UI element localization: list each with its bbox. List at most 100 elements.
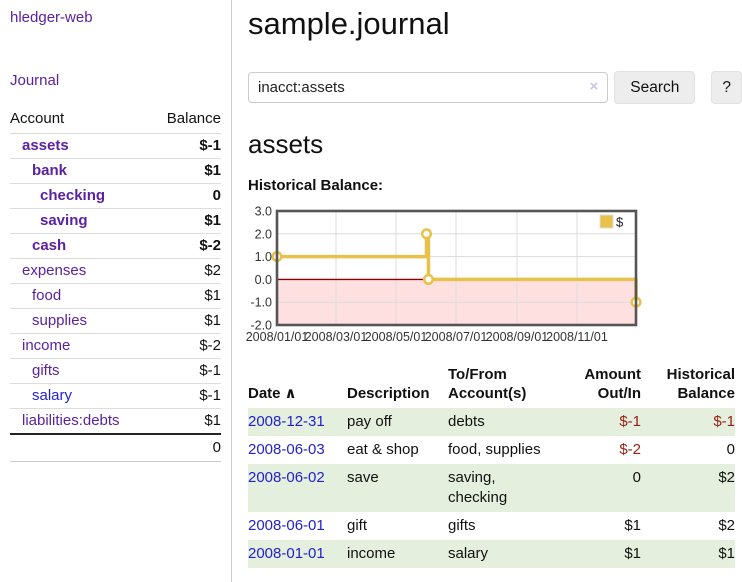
search-input[interactable] bbox=[248, 72, 609, 103]
account-row: expenses $2 bbox=[10, 258, 221, 284]
account-row: gifts $-1 bbox=[10, 358, 221, 384]
transaction-date: 2008-01-01 bbox=[248, 540, 347, 568]
account-balance: $1 bbox=[151, 308, 221, 334]
search-bar: × Search ? bbox=[248, 71, 742, 104]
transactions-table: Date ∧ Description To/From Account(s) Amount… bbox=[248, 363, 735, 568]
svg-text:2008/03/01: 2008/03/01 bbox=[305, 330, 368, 344]
transaction-date-link[interactable]: 2008-06-03 bbox=[248, 441, 325, 458]
accounts-table-header: Account Balance bbox=[10, 106, 221, 134]
svg-text:1.0: 1.0 bbox=[255, 250, 272, 264]
account-link-checking[interactable]: checking bbox=[40, 187, 106, 204]
search-button[interactable]: Search bbox=[614, 71, 696, 104]
help-button[interactable]: ? bbox=[711, 71, 742, 104]
search-box: × bbox=[248, 72, 609, 103]
accounts-total-balance: 0 bbox=[151, 433, 221, 462]
transaction-row: 2008-06-03 eat & shop food, supplies $-2 0 bbox=[248, 436, 735, 464]
column-header-to-from-account-s-: To/From Account(s) bbox=[448, 366, 527, 402]
svg-text:-2.0: -2.0 bbox=[250, 319, 272, 333]
transactions-header-row: Date ∧ Description To/From Account(s) Amount… bbox=[248, 363, 735, 408]
account-row: liabilities:debts $1 bbox=[10, 408, 221, 435]
account-balance: 0 bbox=[151, 183, 221, 209]
account-row: food $1 bbox=[10, 283, 221, 309]
account-link-saving[interactable]: saving bbox=[40, 212, 88, 229]
transaction-balance: 0 bbox=[726, 441, 735, 458]
account-link-supplies[interactable]: supplies bbox=[32, 312, 88, 329]
account-row: cash $-2 bbox=[10, 233, 221, 259]
account-row: bank $1 bbox=[10, 158, 221, 184]
page-title: sample.journal bbox=[248, 6, 450, 41]
nav-journal-link[interactable]: Journal bbox=[10, 72, 60, 89]
account-link-income[interactable]: income bbox=[22, 337, 71, 354]
main-pane: sample.journal × Search ? assets Histori… bbox=[232, 0, 742, 582]
column-header-date[interactable]: Date ∧ bbox=[248, 385, 297, 402]
svg-text:2008/01/01: 2008/01/01 bbox=[246, 330, 309, 344]
transaction-amount: $1 bbox=[624, 545, 641, 562]
svg-text:2.0: 2.0 bbox=[255, 227, 272, 241]
account-heading: assets bbox=[248, 129, 324, 159]
transaction-date-link[interactable]: 2008-12-31 bbox=[248, 413, 325, 430]
transaction-row: 2008-06-01 gift gifts $1 $2 bbox=[248, 512, 735, 540]
clear-search-icon[interactable]: × bbox=[589, 78, 599, 95]
account-column-header: Account bbox=[10, 106, 152, 134]
account-link-liabilities-debts[interactable]: liabilities:debts bbox=[22, 412, 120, 429]
sidebar: hledger-web Journal Account Balance asse… bbox=[0, 0, 232, 582]
account-link-food[interactable]: food bbox=[32, 287, 62, 304]
column-header-description: Description bbox=[347, 385, 430, 402]
account-link-salary[interactable]: salary bbox=[32, 387, 73, 404]
account-row: income $-2 bbox=[10, 333, 221, 359]
transaction-accounts: debts bbox=[448, 413, 485, 430]
transaction-balance: $1 bbox=[718, 545, 735, 562]
account-link-cash[interactable]: cash bbox=[32, 237, 67, 254]
account-balance: $-1 bbox=[151, 358, 221, 384]
svg-text:2008/05/01: 2008/05/01 bbox=[365, 330, 428, 344]
transaction-date-link[interactable]: 2008-06-02 bbox=[248, 469, 325, 486]
svg-text:2008/09/01: 2008/09/01 bbox=[486, 330, 549, 344]
transaction-date-link[interactable]: 2008-01-01 bbox=[248, 545, 325, 562]
account-balance: $2 bbox=[151, 258, 221, 284]
account-link-gifts[interactable]: gifts bbox=[32, 362, 60, 379]
transaction-balance: $-1 bbox=[713, 413, 735, 430]
transaction-amount: $-1 bbox=[619, 413, 641, 430]
account-row: saving $1 bbox=[10, 208, 221, 234]
transaction-balance: $2 bbox=[718, 517, 735, 534]
account-row: salary $-1 bbox=[10, 383, 221, 409]
account-balance: $-2 bbox=[151, 233, 221, 259]
account-balance: $-2 bbox=[151, 333, 221, 359]
transaction-date: 2008-12-31 bbox=[248, 408, 347, 436]
account-link-bank[interactable]: bank bbox=[32, 162, 68, 179]
chart-title: Historical Balance: bbox=[248, 177, 384, 194]
transaction-row: 2008-12-31 pay off debts $-1 $-1 bbox=[248, 408, 735, 436]
account-balance: $1 bbox=[151, 158, 221, 184]
svg-text:2008/07/01: 2008/07/01 bbox=[425, 330, 488, 344]
account-link-assets[interactable]: assets bbox=[22, 137, 69, 154]
account-balance: $-1 bbox=[151, 383, 221, 409]
transaction-amount: $-2 bbox=[619, 441, 641, 458]
balance-column-header: Balance bbox=[151, 106, 221, 134]
transaction-balance: $2 bbox=[718, 469, 735, 486]
transaction-date: 2008-06-01 bbox=[248, 512, 347, 540]
account-row: supplies $1 bbox=[10, 308, 221, 334]
transaction-accounts: salary bbox=[448, 545, 489, 562]
account-link-expenses[interactable]: expenses bbox=[22, 262, 87, 279]
account-balance: $1 bbox=[151, 408, 221, 435]
transaction-accounts: food, supplies bbox=[448, 441, 541, 458]
transaction-date-link[interactable]: 2008-06-01 bbox=[248, 517, 325, 534]
transaction-accounts: saving, checking bbox=[448, 469, 508, 506]
transaction-date: 2008-06-02 bbox=[248, 464, 347, 512]
accounts-table: Account Balance assets $-1 bank $1 checking 0… bbox=[10, 106, 221, 462]
transaction-description: gift bbox=[347, 517, 368, 534]
transaction-row: 2008-01-01 income salary $1 $1 bbox=[248, 540, 735, 568]
transaction-accounts: gifts bbox=[448, 517, 476, 534]
historical-balance-chart: $3.0 2.0 1.0 0.0 -1.0 -2.02008/01/012008/03/0… bbox=[246, 205, 642, 344]
account-row: assets $-1 bbox=[10, 133, 221, 159]
transaction-row: 2008-06-02 save saving, checking 0 $2 bbox=[248, 464, 735, 512]
svg-text:0.0: 0.0 bbox=[255, 273, 272, 287]
account-row: checking 0 bbox=[10, 183, 221, 209]
app-title-link[interactable]: hledger-web bbox=[10, 9, 93, 26]
transaction-description: income bbox=[347, 545, 396, 562]
transaction-description: eat & shop bbox=[347, 441, 419, 458]
svg-text:2008/11/01: 2008/11/01 bbox=[546, 330, 608, 344]
column-header-amount-out-in: Amount Out/In bbox=[584, 366, 641, 402]
transaction-amount: $1 bbox=[624, 517, 641, 534]
column-header-historical-balance: Historical Balance bbox=[666, 366, 735, 402]
